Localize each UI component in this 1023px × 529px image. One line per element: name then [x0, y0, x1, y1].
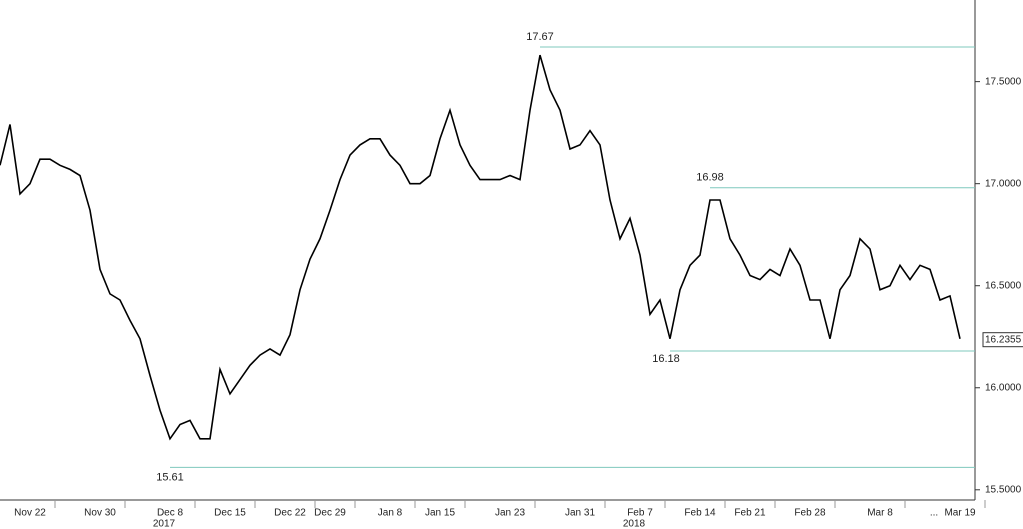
year-label: 2018: [623, 519, 646, 529]
last-value-box: [982, 332, 1023, 348]
y-tick-label: 15.5000: [985, 484, 1022, 495]
gap-marker: ...: [930, 508, 938, 519]
x-tick-label: Mar 19: [944, 508, 976, 519]
y-tick-label: 17.0000: [985, 178, 1022, 189]
x-tick-label: Feb 21: [734, 508, 766, 519]
x-tick-label: Jan 15: [425, 508, 455, 519]
x-tick-label: Dec 8: [157, 508, 184, 519]
x-tick-label: Feb 7: [627, 508, 653, 519]
x-tick-label: Nov 22: [14, 508, 46, 519]
x-tick-label: Feb 14: [684, 508, 716, 519]
price-line: [0, 54, 961, 441]
x-tick-label: Dec 29: [314, 508, 346, 519]
x-tick-label: Jan 31: [565, 508, 595, 519]
x-tick-label: Dec 15: [214, 508, 246, 519]
last-value-label: 16.2355: [985, 334, 1022, 345]
reference-label: 16.98: [696, 172, 724, 184]
reference-label: 17.67: [526, 31, 554, 43]
x-tick-label: Jan 23: [495, 508, 525, 519]
y-tick-label: 16.5000: [985, 280, 1022, 291]
reference-label: 16.18: [652, 353, 680, 365]
y-tick-label: 16.0000: [985, 382, 1022, 393]
y-tick-label: 17.5000: [985, 76, 1022, 87]
x-tick-label: Mar 8: [867, 508, 893, 519]
x-tick-label: Dec 22: [274, 508, 306, 519]
x-tick-label: Feb 28: [794, 508, 826, 519]
year-label: 2017: [153, 519, 176, 529]
x-tick-label: Jan 8: [378, 508, 403, 519]
x-tick-label: Nov 30: [84, 508, 116, 519]
reference-label: 15.61: [156, 471, 184, 483]
